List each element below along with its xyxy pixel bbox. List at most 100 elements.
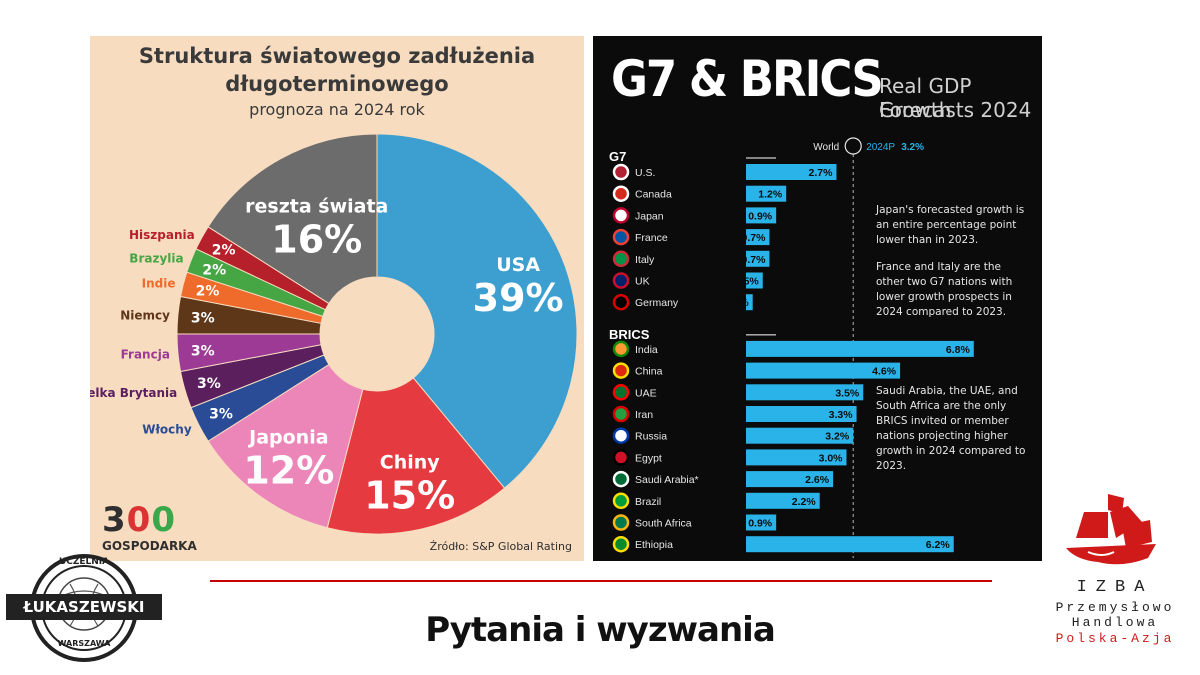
flag-iran-icon bbox=[612, 405, 630, 423]
bar-russia bbox=[746, 427, 854, 444]
slice-name-usa: USA bbox=[496, 254, 540, 276]
slice-japonia bbox=[207, 363, 364, 529]
flag-ethiopia-icon bbox=[612, 535, 630, 553]
bar-uae bbox=[746, 384, 864, 401]
logo-digit-0b: 0 bbox=[151, 500, 177, 540]
bar-value-iran: 3.3% bbox=[829, 409, 854, 421]
badge-banner bbox=[6, 594, 162, 620]
bar-value-germany: 0.2% bbox=[725, 297, 750, 309]
country-label-india: India bbox=[635, 344, 658, 356]
flag-france-icon bbox=[612, 228, 630, 246]
izba-line2: Przemysłowo bbox=[1055, 600, 1175, 615]
country-label-brazil: Brazil bbox=[635, 496, 661, 508]
flag-canada-icon bbox=[612, 185, 630, 202]
slice-value-wlochy: 3% bbox=[209, 406, 233, 422]
flag-brazil-icon bbox=[612, 492, 630, 510]
chart-title-line1: Struktura światowego zadłużenia bbox=[138, 44, 536, 68]
badge-top-text: UCZELNIA bbox=[59, 557, 109, 567]
uczelnia-badge-logo: UCZELNIA ŁUKASZEWSKI WARSZAWA bbox=[6, 554, 162, 662]
country-label-uk: UK bbox=[635, 276, 650, 288]
bar-south-africa bbox=[746, 514, 777, 531]
logo-digit-3: 3 bbox=[102, 500, 127, 540]
country-label-germany: Germany bbox=[635, 297, 679, 309]
slice-name-brazylia: Brazylia bbox=[129, 251, 183, 265]
slice-name-reszta-swiata: reszta świata bbox=[245, 195, 388, 217]
slice-value-japonia: 12% bbox=[243, 448, 334, 492]
slice-value-niemcy: 3% bbox=[191, 311, 215, 327]
badge-name: ŁUKASZEWSKI bbox=[23, 598, 145, 616]
bar-u-s bbox=[746, 164, 837, 180]
bar-value-canada: 1.2% bbox=[758, 189, 783, 201]
slice-value-wielka-brytania: 3% bbox=[197, 376, 221, 392]
country-label-south-africa: South Africa bbox=[635, 518, 692, 530]
slice-name-chiny: Chiny bbox=[380, 451, 441, 473]
country-label-u-s: U.S. bbox=[635, 167, 655, 179]
bar-value-south-africa: 0.9% bbox=[748, 518, 773, 530]
country-label-uae: UAE bbox=[635, 387, 657, 399]
bar-value-saudi-arabia: 2.6% bbox=[805, 474, 830, 486]
gdp-subtitle-line1: Real GDP Growth bbox=[879, 74, 972, 122]
country-label-france: France bbox=[635, 232, 668, 244]
slice-chiny bbox=[326, 377, 506, 535]
bar-india bbox=[746, 340, 974, 357]
slice-name-hiszpania: Hiszpania bbox=[129, 228, 195, 242]
chart-source: Źródło: S&P Global Rating bbox=[429, 540, 572, 553]
bar-japan bbox=[746, 207, 777, 224]
slice-value-brazylia: 2% bbox=[202, 263, 226, 279]
flag-south-africa-icon bbox=[612, 514, 630, 531]
country-label-ethiopia: Ethiopia bbox=[635, 539, 673, 551]
world-value: 3.2% bbox=[901, 142, 924, 153]
slice-value-indie: 2% bbox=[196, 283, 220, 299]
slice-name-japonia: Japonia bbox=[247, 426, 328, 448]
globe-icon bbox=[844, 137, 862, 155]
chart-subtitle: prognoza na 2024 rok bbox=[249, 100, 425, 119]
country-label-china: China bbox=[635, 366, 663, 378]
slice-value-chiny: 15% bbox=[364, 473, 455, 517]
country-label-iran: Iran bbox=[635, 409, 653, 421]
slice-name-indie: Indie bbox=[142, 276, 176, 290]
bar-value-japan: 0.9% bbox=[748, 210, 773, 222]
bar-value-brazil: 2.2% bbox=[792, 496, 817, 508]
flag-italy-icon bbox=[612, 250, 630, 268]
g7-brics-title: G7 & BRICS bbox=[611, 50, 884, 108]
flag-japan-icon bbox=[612, 207, 630, 224]
gospodarka-logo: 300 bbox=[102, 500, 176, 540]
slide-title: Pytania i wyzwania bbox=[425, 610, 776, 650]
bar-china bbox=[746, 362, 901, 379]
group-heading-g7: G7 bbox=[609, 149, 626, 164]
bar-value-india: 6.8% bbox=[946, 344, 971, 356]
world-value-label: 2024P bbox=[866, 142, 895, 153]
slice-value-hiszpania: 2% bbox=[212, 243, 236, 259]
izba-line1: IZBA bbox=[1076, 578, 1154, 597]
bar-value-uae: 3.5% bbox=[835, 387, 860, 399]
slice-name-francja: Francja bbox=[121, 348, 170, 362]
country-label-canada: Canada bbox=[635, 189, 672, 201]
note-brics-growth: Saudi Arabia, the UAE, and South Africa … bbox=[876, 385, 1026, 472]
flag-u-s-icon bbox=[612, 163, 630, 181]
chart-title-line2: długoterminowego bbox=[225, 72, 449, 96]
logo-digit-0a: 0 bbox=[126, 500, 152, 540]
logo-subtitle: GOSPODARKA bbox=[102, 539, 197, 553]
slice-value-usa: 39% bbox=[473, 276, 564, 320]
flag-russia-icon bbox=[612, 427, 630, 444]
bar-value-france: 0.7% bbox=[742, 232, 767, 244]
flag-germany-icon bbox=[612, 293, 630, 311]
country-label-japan: Japan bbox=[635, 210, 664, 222]
world-label: World bbox=[813, 142, 839, 153]
country-label-italy: Italy bbox=[635, 254, 655, 266]
slice-name-wlochy: Włochy bbox=[142, 422, 192, 436]
bar-value-uk: 0.5% bbox=[735, 276, 760, 288]
bar-value-russia: 3.2% bbox=[825, 431, 850, 443]
country-label-egypt: Egypt bbox=[635, 452, 662, 464]
slice-reszta-swiata bbox=[207, 133, 378, 305]
group-heading-brics: BRICS bbox=[609, 327, 650, 342]
bar-brazil bbox=[746, 492, 820, 509]
note-japan: Japan's forecasted growth is an entire p… bbox=[876, 204, 1025, 246]
bar-italy bbox=[746, 250, 770, 267]
flag-uk-icon bbox=[612, 272, 630, 289]
badge-city: WARSZAWA bbox=[58, 639, 112, 648]
flag-saudi-arabia-icon bbox=[612, 470, 630, 488]
izba-line3: Handlowa bbox=[1071, 615, 1159, 630]
